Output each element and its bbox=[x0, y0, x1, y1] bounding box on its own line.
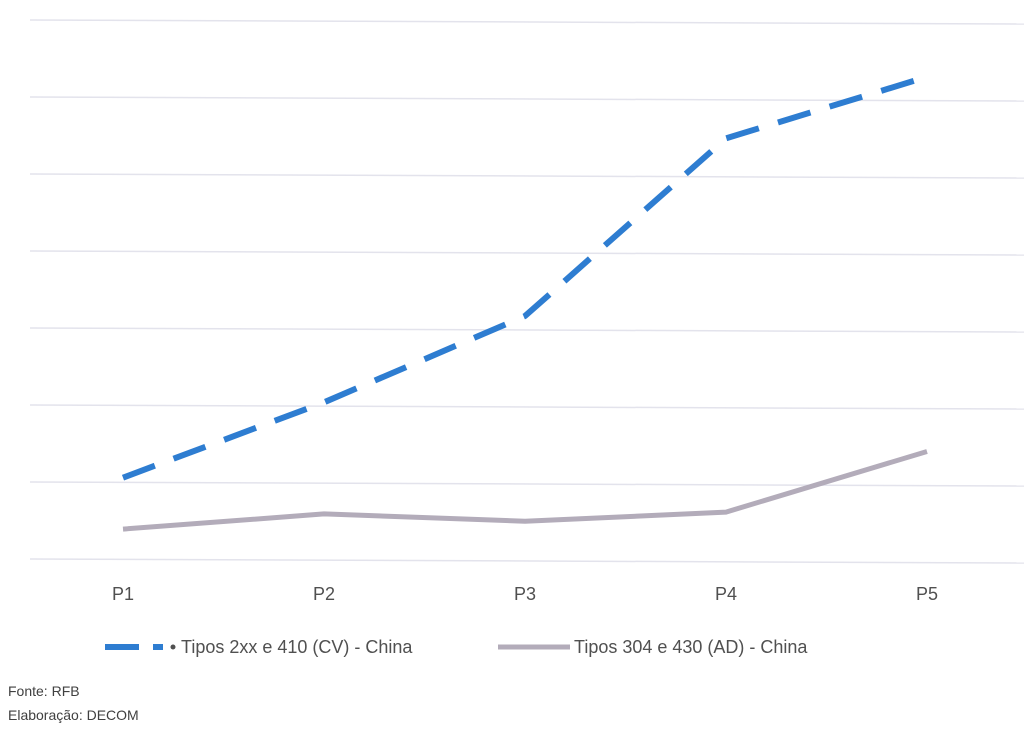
gridline bbox=[29, 558, 1024, 564]
gridline bbox=[29, 250, 1024, 256]
gridline bbox=[29, 327, 1024, 333]
gridline bbox=[29, 404, 1024, 410]
series-line-cv bbox=[121, 73, 928, 481]
x-tick-label: P1 bbox=[112, 584, 134, 604]
x-tick-label: P3 bbox=[514, 584, 536, 604]
line-chart: P1 P2 P3 P4 P5 Tipos 2xx e 410 (CV) - China T… bbox=[29, 19, 1024, 657]
legend-label: Tipos 2xx e 410 (CV) - China bbox=[181, 637, 413, 657]
legend-bullet bbox=[170, 644, 176, 650]
series-lines bbox=[121, 73, 928, 532]
x-tick-label: P4 bbox=[715, 584, 737, 604]
legend-label: Tipos 304 e 430 (AD) - China bbox=[574, 637, 808, 657]
gridline bbox=[29, 481, 1024, 487]
x-tick-label: P5 bbox=[916, 584, 938, 604]
elaboration-note: Elaboração: DECOM bbox=[8, 707, 139, 723]
x-tick-label: P2 bbox=[313, 584, 335, 604]
gridline bbox=[29, 96, 1024, 102]
gridline bbox=[29, 173, 1024, 179]
source-note: Fonte: RFB bbox=[8, 683, 80, 699]
gridlines bbox=[29, 19, 1024, 564]
x-axis-tick-labels: P1 P2 P3 P4 P5 bbox=[112, 584, 938, 604]
gridline bbox=[29, 19, 1024, 25]
series-line-ad bbox=[122, 449, 928, 532]
legend: Tipos 2xx e 410 (CV) - China Tipos 304 e … bbox=[105, 637, 808, 657]
